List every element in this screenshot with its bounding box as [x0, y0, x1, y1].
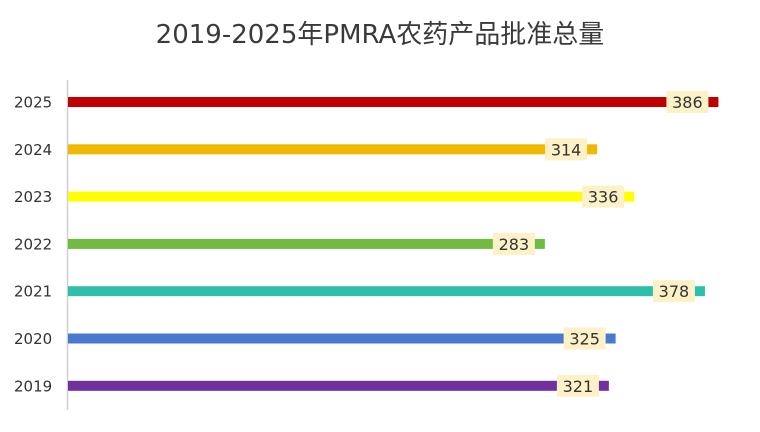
data-label-2020: 325 [569, 330, 600, 349]
category-label-2021: 2021 [14, 283, 52, 301]
data-label-2025: 386 [672, 93, 703, 112]
bar-2025 [68, 97, 719, 107]
bar-2023 [68, 191, 635, 202]
data-label-2019: 321 [563, 377, 594, 396]
bars-layer [68, 97, 719, 391]
category-label-2024: 2024 [14, 141, 52, 159]
category-label-2022: 2022 [14, 235, 52, 253]
data-label-bg-2023 [582, 185, 625, 208]
bar-2024 [68, 144, 598, 155]
bar-2020 [68, 333, 616, 344]
data-label-2022: 283 [499, 235, 530, 254]
data-label-bg-2021 [652, 280, 695, 303]
labels-layer: 2025 386 2024 314 2023 336 2022 283 2021 378 2020 3… [14, 91, 709, 397]
data-label-bg-2025 [666, 91, 709, 113]
category-label-2025: 2025 [14, 94, 52, 112]
data-label-bg-2022 [492, 232, 535, 255]
bar-2021 [68, 286, 705, 297]
bar-2022 [68, 238, 545, 249]
category-label-2020: 2020 [14, 330, 52, 348]
data-label-2023: 336 [588, 188, 619, 207]
data-label-bg-2024 [545, 138, 588, 161]
bar-2019 [68, 380, 609, 391]
category-label-2023: 2023 [14, 188, 52, 206]
category-label-2019: 2019 [14, 377, 52, 395]
data-label-bg-2020 [563, 327, 606, 350]
data-label-2024: 314 [551, 140, 582, 159]
chart-title: 2019-2025年PMRA农药产品批准总量 [155, 20, 605, 50]
data-label-bg-2019 [556, 374, 599, 397]
data-label-2021: 378 [659, 282, 690, 301]
